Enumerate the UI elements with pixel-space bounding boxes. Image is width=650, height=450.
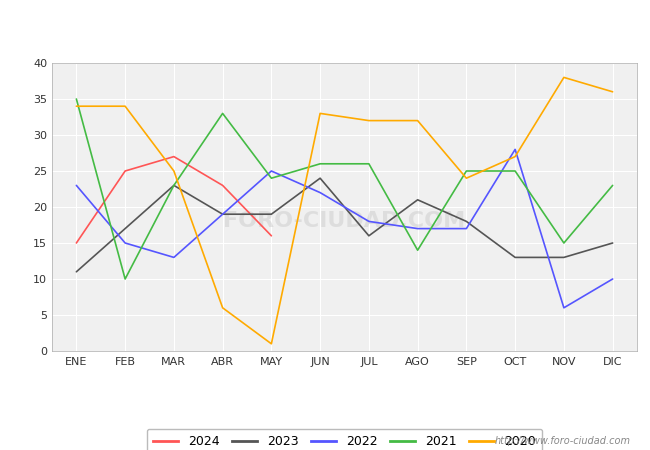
Text: http://www.foro-ciudad.com: http://www.foro-ciudad.com: [495, 436, 630, 446]
Text: FORO-CIUDAD.COM: FORO-CIUDAD.COM: [224, 212, 465, 231]
Legend: 2024, 2023, 2022, 2021, 2020: 2024, 2023, 2022, 2021, 2020: [147, 429, 542, 450]
Text: Matriculaciones de Vehiculos en Monforte de Lemos: Matriculaciones de Vehiculos en Monforte…: [109, 18, 541, 36]
